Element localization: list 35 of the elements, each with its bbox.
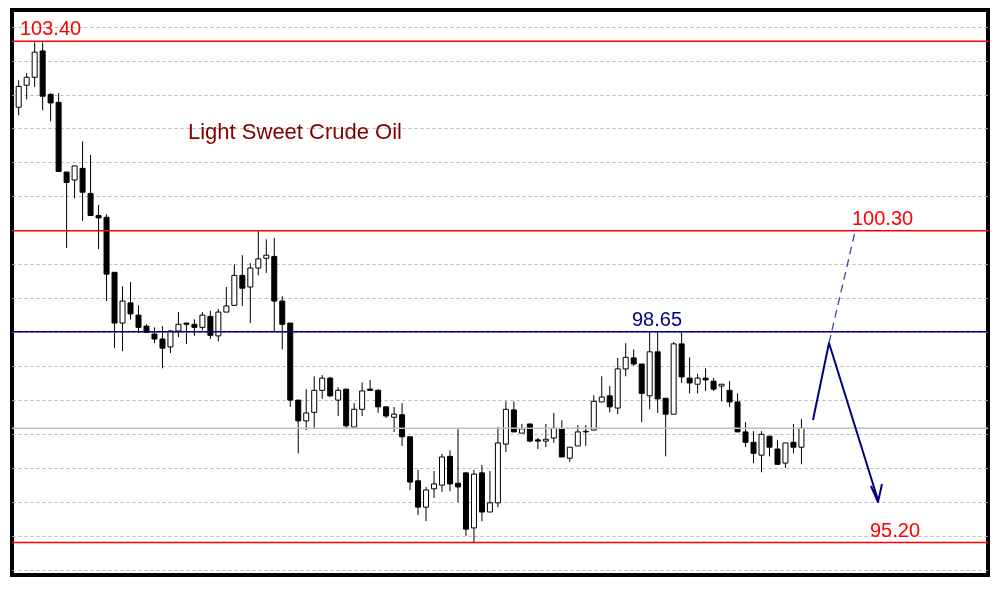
candlestick bbox=[510, 400, 517, 433]
candlestick bbox=[542, 423, 549, 448]
candlestick bbox=[279, 295, 286, 350]
candlestick bbox=[359, 381, 366, 417]
candlestick bbox=[311, 375, 318, 429]
candlestick bbox=[582, 424, 589, 447]
candlestick bbox=[550, 412, 557, 444]
candlestick bbox=[319, 374, 326, 400]
candlestick bbox=[399, 402, 406, 447]
ref-line-label: 103.40 bbox=[20, 17, 82, 40]
candlestick bbox=[239, 254, 246, 307]
candlestick bbox=[598, 375, 605, 403]
candlestick bbox=[622, 342, 629, 377]
candlestick bbox=[255, 229, 262, 276]
candlestick bbox=[335, 386, 342, 417]
candlestick bbox=[391, 406, 398, 433]
candlestick bbox=[431, 470, 438, 499]
candlestick bbox=[295, 399, 302, 454]
text: Light Sweet Crude Oil bbox=[188, 119, 402, 144]
candlestick bbox=[534, 437, 541, 450]
candlestick bbox=[23, 72, 30, 100]
candlestick bbox=[15, 79, 22, 116]
candlestick bbox=[486, 470, 493, 513]
ref-line-label: 100.30 bbox=[852, 206, 914, 229]
candlestick bbox=[303, 388, 310, 431]
ref-line-label: 98.65 bbox=[632, 307, 683, 330]
candlestick bbox=[263, 238, 270, 274]
candlestick bbox=[375, 388, 382, 414]
candlestick bbox=[574, 424, 581, 447]
candlestick bbox=[606, 385, 613, 413]
candlestick bbox=[247, 262, 254, 324]
candlestick bbox=[454, 427, 461, 503]
candlestick bbox=[423, 486, 430, 522]
ref-line-label: 95.20 bbox=[870, 518, 921, 541]
candlestick bbox=[367, 379, 374, 392]
